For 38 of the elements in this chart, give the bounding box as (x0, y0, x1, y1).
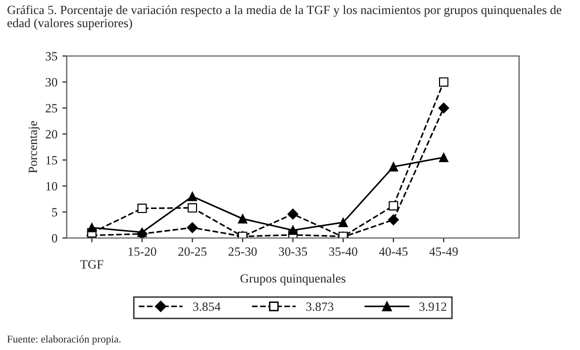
x-tick-label: 45-49 (429, 247, 458, 256)
point (388, 201, 398, 210)
point (288, 226, 298, 235)
x-tick-label: 40-45 (379, 247, 408, 256)
y-axis-title: Porcentaje (28, 121, 40, 174)
point (188, 203, 198, 213)
y-tick-label: 5 (52, 208, 58, 216)
y-tick-label: 30 (46, 78, 58, 86)
legend-label: 3.854 (193, 302, 221, 311)
point (338, 218, 348, 228)
chart-title: Gráfica 5. Porcentaje de variación respecto a la media de la TGF y los nacimientos por grupos quinquenales de edad (valores superiores) (7, 5, 562, 30)
point (439, 152, 448, 162)
x-tick-label: 15-20 (128, 247, 156, 256)
x-tick-label: 35-40 (329, 247, 358, 256)
point (388, 162, 398, 172)
x-tick-label: 25-30 (228, 247, 257, 256)
y-tick-label: 25 (46, 104, 58, 112)
point (238, 214, 248, 224)
point (186, 222, 198, 234)
y-tick-label: 0 (52, 234, 58, 242)
point (137, 204, 147, 214)
point (188, 192, 198, 202)
y-tick-label: 10 (46, 182, 58, 190)
x-tick-label: 20-25 (178, 247, 206, 256)
y-tick-label: 35 (46, 52, 58, 60)
x-axis-title: Grupos quinquenales (240, 274, 346, 286)
legend-label: 3.912 (419, 302, 446, 311)
point (287, 208, 298, 220)
y-tick-label: 15 (46, 156, 58, 164)
legend-label: 3.873 (306, 302, 334, 311)
x-tick-label: TGF (80, 260, 104, 269)
x-tick-label: 30-35 (278, 247, 307, 256)
point (87, 222, 97, 232)
point (439, 77, 448, 87)
source-note: Fuente: elaboración propia. (7, 335, 121, 345)
point (388, 214, 399, 226)
point (438, 102, 450, 114)
y-tick-label: 20 (46, 130, 58, 138)
